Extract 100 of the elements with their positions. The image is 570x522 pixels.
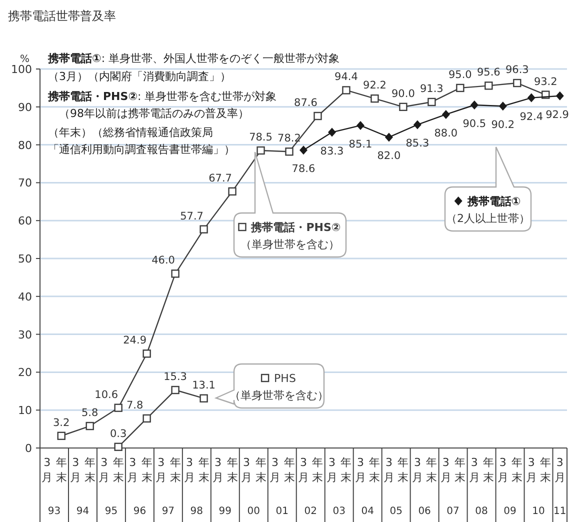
text: 97	[162, 506, 175, 517]
x-tick-label: 3月	[383, 456, 394, 484]
x-tick-label: 年末	[483, 456, 494, 484]
point	[114, 442, 122, 451]
x-tick-label: 3月	[326, 456, 338, 484]
x-tick-label: 3月	[468, 456, 480, 484]
text: 11	[554, 506, 566, 517]
y-tick-label: 40	[18, 290, 32, 304]
chart-title: 携帯電話世帯普及率	[8, 9, 116, 23]
data-label: 78.6	[292, 163, 316, 176]
data-label: 67.7	[208, 172, 232, 184]
point	[86, 422, 94, 430]
point	[413, 120, 422, 130]
x-tick-label: 年末	[56, 456, 67, 484]
data-label: 3.2	[53, 416, 70, 429]
data-label: 85.3	[406, 138, 430, 150]
point	[171, 270, 180, 278]
annotation: （年末）（総務省情報通信政策局	[48, 126, 213, 139]
x-tick-label: 3月	[526, 456, 537, 484]
point	[442, 110, 450, 119]
data-label: 85.1	[348, 138, 372, 150]
data-label: 92.4	[520, 110, 544, 123]
annotation: 携帯電話・PHS②: 単身世帯を含む世帯が対象	[47, 90, 277, 103]
point	[256, 146, 265, 155]
point	[171, 386, 180, 394]
text: 93	[48, 506, 61, 517]
x-tick-label: 年末	[226, 456, 238, 484]
data-label: 90.0	[392, 88, 415, 100]
data-label: 57.7	[180, 210, 204, 222]
x-tick-label: 年末	[454, 456, 466, 484]
text: 04	[361, 506, 374, 517]
text: 98	[190, 506, 204, 517]
text: 95	[104, 506, 118, 517]
x-tick-label: 年末	[255, 456, 266, 484]
data-label: 87.6	[294, 96, 318, 109]
data-label: 24.9	[123, 334, 147, 347]
point	[470, 100, 478, 110]
x-tick-label: 3月	[184, 456, 196, 484]
x-tick-label: 3月	[212, 456, 224, 484]
point	[484, 82, 493, 90]
y-tick-label: 100	[11, 63, 32, 76]
y-axis-title: %	[20, 54, 30, 65]
data-label: 46.0	[152, 254, 176, 267]
y-tick-label: 20	[18, 366, 32, 380]
point	[384, 132, 393, 142]
annotation: （98年以前は携帯電話のみの普及率）	[48, 107, 249, 120]
point	[142, 350, 151, 358]
data-label: 94.4	[334, 71, 358, 84]
x-tick-label: 年末	[141, 456, 152, 484]
point	[285, 148, 294, 156]
point	[556, 91, 564, 100]
data-label: 82.0	[377, 150, 401, 162]
text: 10	[532, 506, 545, 517]
x-tick-label: 3月	[554, 456, 566, 484]
legend-label: PHS	[274, 372, 296, 385]
annotation: （単身世帯を含む）	[240, 238, 340, 251]
data-label: 15.3	[164, 371, 188, 384]
point	[142, 414, 151, 423]
point	[527, 93, 536, 102]
point	[300, 146, 308, 155]
data-label: 5.8	[82, 407, 98, 420]
text: 07	[446, 506, 460, 517]
text: 携帯電話①: 単身世帯、外国人世帯をのぞく一般世帯が対象	[47, 52, 340, 65]
annotation: （3月）（内閣府「消費動向調査」）	[48, 70, 231, 83]
y-tick-label: 70	[18, 176, 32, 190]
x-tick-label: 3月	[127, 456, 138, 484]
data-label: 10.6	[94, 388, 118, 401]
data-label: 95.6	[476, 66, 501, 79]
x-tick-label: 年末	[84, 456, 96, 484]
text: 03	[332, 506, 346, 517]
x-tick-label: 年末	[112, 456, 124, 484]
point	[342, 86, 350, 94]
text: 01	[276, 506, 288, 517]
text: 94	[76, 506, 90, 517]
x-tick-label: 3月	[354, 456, 366, 484]
text: 02	[304, 506, 317, 517]
data-label: 90.2	[491, 119, 515, 132]
y-tick-label: 90	[18, 100, 32, 114]
y-tick-label: 60	[18, 214, 32, 228]
x-tick-label: 3月	[270, 456, 281, 484]
x-tick-label: 3月	[298, 456, 309, 484]
text: 96	[133, 506, 146, 517]
x-tick-label: 年末	[312, 456, 324, 484]
annotation: 「通信利用動向調査報告書世帯編」）	[48, 143, 235, 156]
legend-label: 携帯電話・PHS②	[250, 221, 341, 234]
point	[399, 102, 408, 111]
y-tick-label: 80	[18, 138, 32, 152]
x-tick-label: 3月	[70, 456, 82, 484]
annotation: （2人以上世帯）	[446, 212, 530, 225]
data-label: 83.3	[320, 145, 344, 158]
text: 00	[247, 506, 260, 517]
x-tick-label: 年末	[170, 456, 181, 484]
point	[314, 112, 322, 120]
point	[328, 128, 336, 137]
x-tick-label: 3月	[42, 456, 53, 484]
point	[356, 120, 364, 130]
data-label: 92.9	[546, 108, 569, 121]
y-tick-label: 30	[18, 328, 32, 342]
text: 99	[218, 506, 232, 517]
point	[428, 98, 436, 106]
